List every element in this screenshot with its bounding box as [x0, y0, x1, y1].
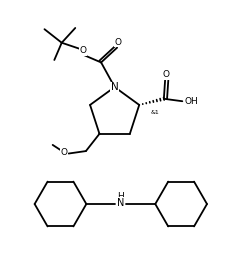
Text: O: O [79, 46, 86, 55]
Text: &1: &1 [151, 110, 160, 115]
Text: OH: OH [184, 97, 198, 106]
Text: N: N [111, 82, 119, 92]
Text: H: H [118, 192, 124, 201]
Text: O: O [115, 38, 122, 47]
Text: O: O [61, 148, 68, 157]
Text: O: O [163, 70, 170, 80]
Text: N: N [117, 198, 124, 208]
